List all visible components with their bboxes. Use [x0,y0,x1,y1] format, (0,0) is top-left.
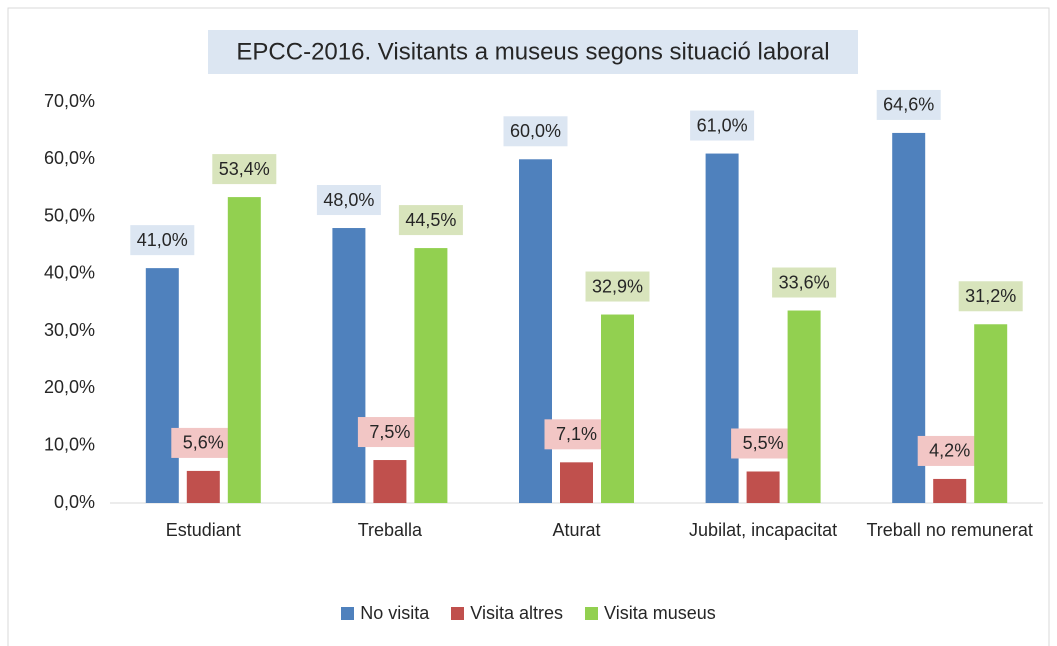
legend-item: No visita [341,603,429,624]
x-tick-label: Treball no remunerat [866,520,1033,540]
data-label-bg [503,116,568,147]
data-label: 48,0% [323,190,374,210]
y-tick-label: 50,0% [44,205,95,225]
data-label-bg [316,185,381,216]
data-label-bg [357,417,422,448]
data-label-bg [876,89,941,120]
bar [332,228,366,503]
x-tick-label: Treballa [357,520,423,540]
bar [414,248,448,503]
bar [519,159,552,504]
data-label: 5,6% [183,433,224,453]
data-label-bg [585,271,650,302]
data-label: 41,0% [137,230,188,250]
bar [601,314,634,503]
legend-label: Visita altres [470,603,564,623]
legend-swatch [451,607,465,620]
x-tick-label: Jubilat, incapacitat [689,520,838,540]
data-label: 7,1% [556,424,597,444]
title-box [208,30,858,74]
data-label: 53,4% [219,159,270,179]
data-label: 64,6% [883,95,934,115]
data-label: 4,2% [929,441,970,461]
bar [746,471,780,503]
legend: No visita Visita altres Visita museus [0,603,1057,624]
legend-item: Visita altres [451,603,563,624]
y-tick-label: 20,0% [44,377,95,397]
y-tick-label: 60,0% [44,148,95,168]
data-label-bg [544,419,609,450]
data-label: 44,5% [405,210,456,230]
legend-swatch [341,607,355,620]
x-tick-label: Estudiant [165,520,241,540]
data-label-bg [171,427,236,458]
data-label-bg [690,110,755,141]
data-label: 33,6% [779,272,830,292]
data-label: 61,0% [697,115,748,135]
bar [227,197,261,503]
y-tick-label: 70,0% [44,91,95,111]
y-tick-label: 40,0% [44,263,95,283]
bar [787,310,821,503]
data-label-bg [731,428,796,459]
bar [145,268,179,503]
bar [933,478,967,503]
y-tick-label: 10,0% [44,434,95,454]
data-label-bg [958,281,1023,312]
legend-label: Visita museus [604,603,716,623]
legend-item: Visita museus [585,603,716,624]
legend-label: No visita [360,603,430,623]
data-label: 5,5% [743,433,784,453]
bar [373,460,407,503]
data-label-bg [212,154,277,185]
chart-title: EPCC-2016. Visitants a museus segons sit… [236,38,829,65]
legend-swatch [585,607,599,620]
data-label: 32,9% [592,276,643,296]
data-label-bg [130,225,195,256]
data-label: 31,2% [965,286,1016,306]
data-label-bg [917,435,982,466]
y-tick-label: 0,0% [54,492,95,512]
data-label-bg [398,205,463,236]
data-label: 60,0% [510,121,561,141]
data-label-bg [772,267,837,298]
bar [186,470,220,503]
chart-border [7,7,1050,646]
bar [560,462,593,503]
y-tick-label: 30,0% [44,320,95,340]
x-tick-label: Aturat [552,520,601,540]
bar [974,324,1008,503]
data-label: 7,5% [369,422,410,442]
